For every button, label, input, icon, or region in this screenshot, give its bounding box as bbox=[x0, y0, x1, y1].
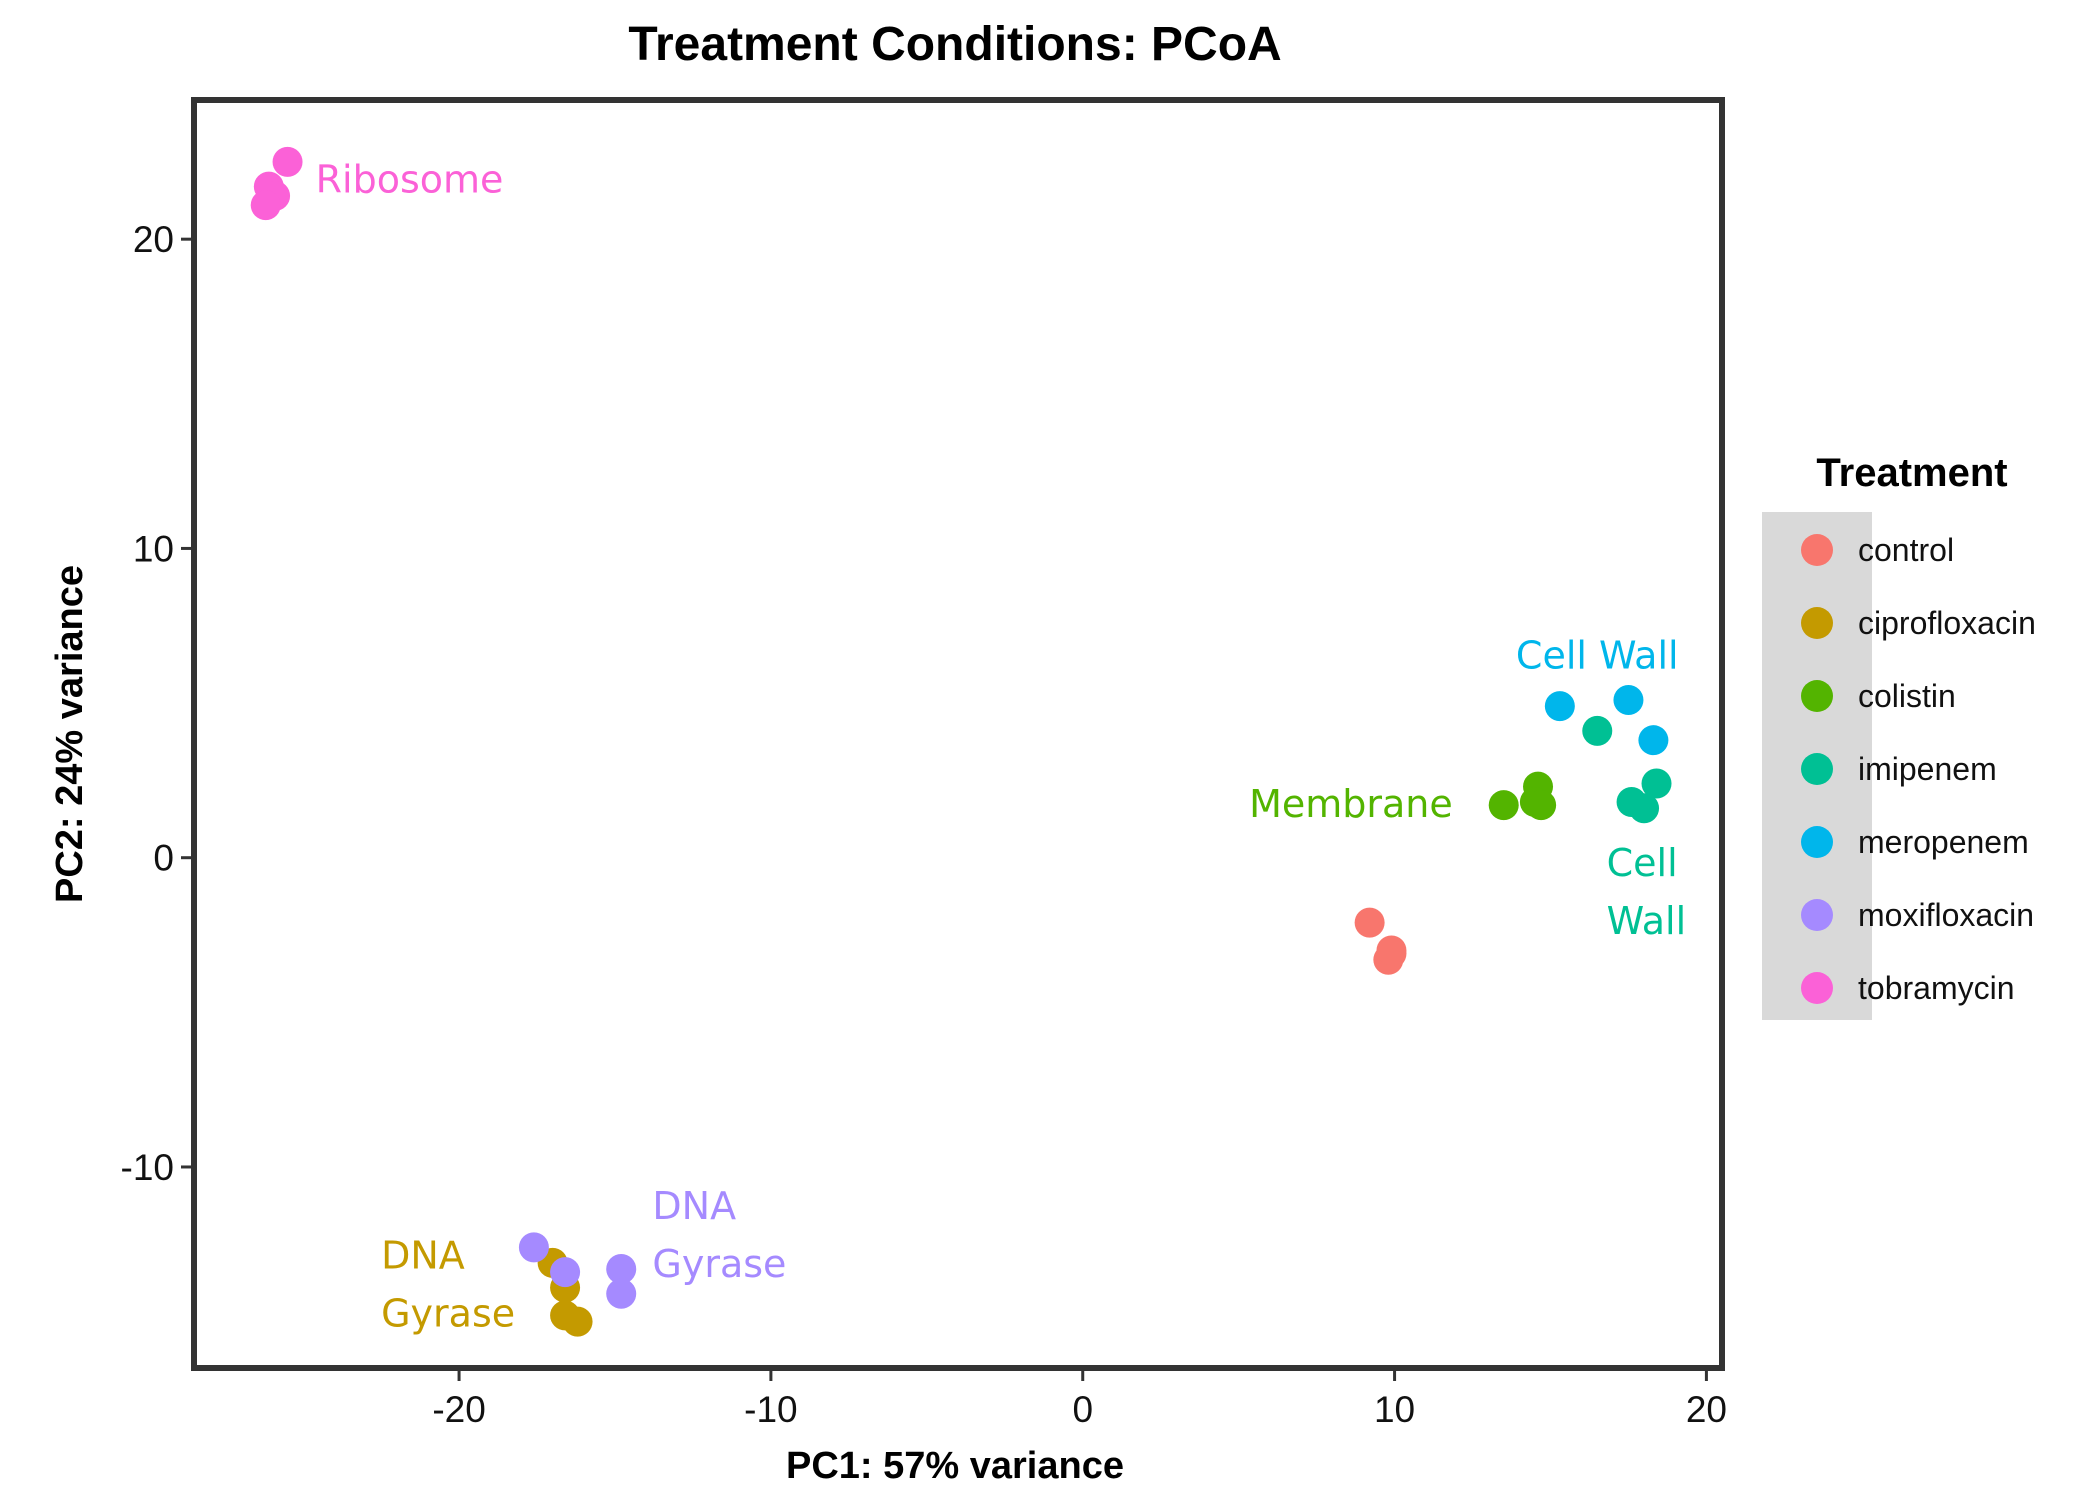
cluster-label: DNA Gyrase bbox=[381, 1234, 515, 1336]
plot-area: -20 -10 0 10 20 -10 0 10 20 Ribosome Cell Wall Me… bbox=[121, 97, 1727, 1430]
legend-label-control: control bbox=[1858, 532, 1954, 568]
legend-key-meropenem bbox=[1801, 826, 1833, 858]
legend-title: Treatment bbox=[1816, 451, 2007, 495]
y-tick-label: 10 bbox=[133, 528, 174, 569]
point-control bbox=[1376, 935, 1407, 966]
y-axis: -10 0 10 20 bbox=[121, 219, 191, 1188]
cluster-label: Ribosome bbox=[316, 157, 504, 201]
cluster-annotations: Ribosome Cell Wall Membrane Cell Wall DNA Gyra… bbox=[316, 157, 1687, 1335]
point-imipenem bbox=[1629, 793, 1660, 824]
legend-key-imipenem bbox=[1801, 753, 1833, 785]
x-tick-label: 0 bbox=[1072, 1389, 1093, 1430]
y-axis-title: PC2: 24% variance bbox=[49, 565, 91, 903]
y-tick-label: -10 bbox=[121, 1147, 174, 1188]
point-meropenem bbox=[1544, 691, 1575, 722]
legend: Treatment control ciprofloxacin colistin im… bbox=[1762, 451, 2036, 1020]
legend-key-ciprofloxacin bbox=[1801, 607, 1833, 639]
point-imipenem bbox=[1641, 768, 1672, 799]
point-moxifloxacin bbox=[518, 1232, 549, 1263]
cluster-label: Cell Wall bbox=[1516, 634, 1679, 678]
point-moxifloxacin bbox=[606, 1278, 637, 1309]
point-meropenem bbox=[1638, 725, 1669, 756]
point-tobramycin bbox=[272, 146, 303, 177]
legend-label-tobramycin: tobramycin bbox=[1858, 970, 2015, 1006]
y-tick-label: 0 bbox=[153, 838, 174, 879]
chart-title: Treatment Conditions: PCoA bbox=[628, 18, 1281, 71]
legend-key-colistin bbox=[1801, 680, 1833, 712]
x-axis-title: PC1: 57% variance bbox=[786, 1445, 1124, 1487]
cluster-label: Cell Wall bbox=[1607, 841, 1687, 943]
x-tick-label: -20 bbox=[432, 1389, 485, 1430]
x-tick-label: -10 bbox=[744, 1389, 797, 1430]
legend-label-meropenem: meropenem bbox=[1858, 824, 2029, 860]
legend-label-imipenem: imipenem bbox=[1858, 751, 1997, 787]
legend-key-moxifloxacin bbox=[1801, 899, 1833, 931]
point-moxifloxacin bbox=[606, 1254, 637, 1285]
legend-items: control ciprofloxacin colistin imipenem mero… bbox=[1801, 532, 2036, 1006]
point-imipenem bbox=[1582, 715, 1613, 746]
legend-label-ciprofloxacin: ciprofloxacin bbox=[1858, 605, 2036, 641]
x-tick-label: 20 bbox=[1686, 1389, 1727, 1430]
cluster-label: DNA Gyrase bbox=[652, 1184, 786, 1286]
x-axis: -20 -10 0 10 20 bbox=[432, 1371, 1727, 1430]
legend-key-tobramycin bbox=[1801, 972, 1833, 1004]
y-tick-label: 20 bbox=[133, 219, 174, 260]
legend-label-colistin: colistin bbox=[1858, 678, 1956, 714]
cluster-label: Membrane bbox=[1249, 782, 1453, 826]
point-colistin bbox=[1526, 790, 1557, 821]
point-meropenem bbox=[1613, 684, 1644, 715]
point-ciprofloxacin bbox=[562, 1306, 593, 1337]
plot-frame bbox=[191, 97, 1725, 1371]
point-control bbox=[1354, 907, 1385, 938]
data-points bbox=[250, 146, 1672, 1337]
point-colistin bbox=[1488, 790, 1519, 821]
legend-label-moxifloxacin: moxifloxacin bbox=[1858, 897, 2034, 933]
point-tobramycin bbox=[250, 190, 281, 221]
point-moxifloxacin bbox=[550, 1257, 581, 1288]
x-tick-label: 10 bbox=[1374, 1389, 1415, 1430]
legend-key-control bbox=[1801, 534, 1833, 566]
